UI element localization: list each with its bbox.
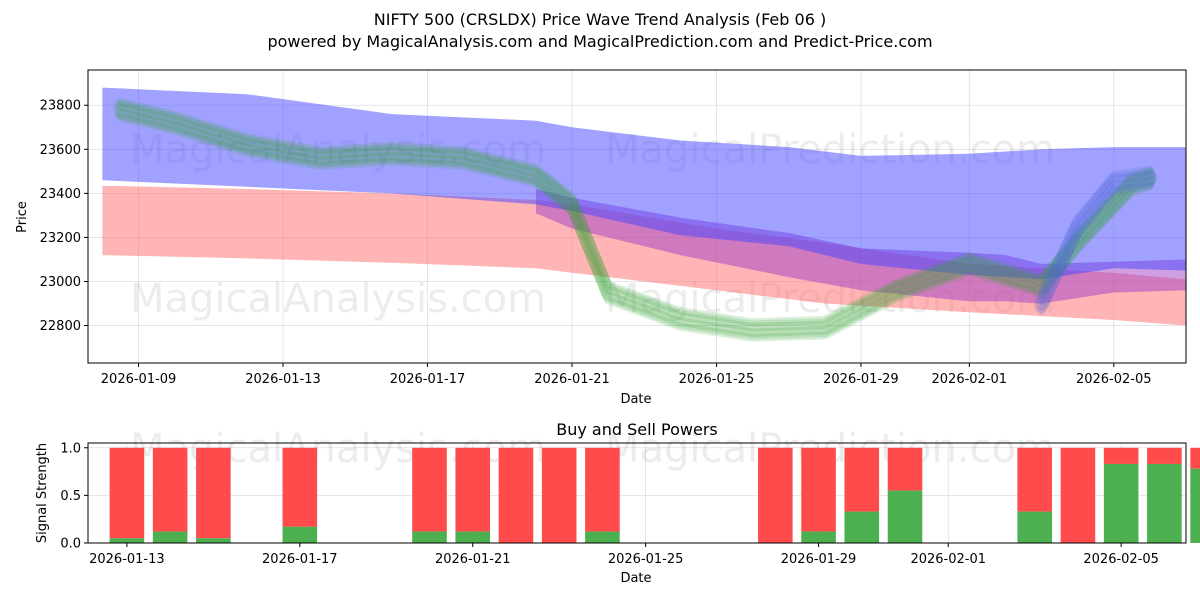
sell-bar	[1017, 447, 1052, 512]
buy-bar	[1147, 463, 1182, 543]
blue-wave-layer	[1034, 170, 1157, 311]
sell-bar	[109, 447, 145, 539]
buy-bar	[152, 531, 188, 543]
blue-wave-layer	[1037, 181, 1154, 316]
green-wave-layer	[116, 97, 1154, 327]
sell-bar	[282, 447, 318, 527]
signal-y-axis-label: Signal Strength	[35, 443, 50, 543]
sell-bar	[1147, 447, 1182, 464]
signal-bars	[109, 447, 1200, 543]
sell-bar	[585, 447, 620, 532]
signal-chart: Buy and Sell Powers MagicalAnalysis.com …	[35, 420, 1200, 586]
buy-bar	[1190, 468, 1200, 543]
signal-x-tick-label: 2026-01-21	[435, 552, 511, 567]
chart-subtitle: powered by MagicalAnalysis.com and Magic…	[267, 32, 932, 51]
blue-wave-layer	[1036, 168, 1156, 306]
price-x-axis-label: Date	[620, 392, 651, 407]
watermark-analysis-middle: MagicalAnalysis.com	[130, 276, 546, 322]
signal-x-axis-label: Date	[620, 571, 651, 586]
sell-bar	[541, 447, 577, 543]
blue-band	[102, 87, 1186, 280]
price-x-tick-label: 2026-01-17	[390, 372, 466, 387]
signal-y-tick-label: 0.5	[60, 489, 81, 504]
sell-bar	[196, 447, 231, 539]
buy-bar	[1103, 463, 1139, 543]
signal-x-axis: 2026-01-13 2026-01-17 2026-01-21 2026-01-25…	[89, 543, 1159, 567]
price-x-tick-label: 2026-02-01	[932, 372, 1008, 387]
sell-bar	[844, 447, 880, 512]
green-wave-layer	[115, 100, 1156, 332]
buy-bar	[844, 511, 880, 543]
signal-x-tick-label: 2026-01-25	[608, 552, 684, 567]
price-x-tick-label: 2026-01-21	[534, 372, 610, 387]
signal-y-tick-label: 0.0	[60, 537, 81, 552]
price-y-tick-label: 23600	[40, 143, 81, 158]
sell-bar	[498, 447, 534, 543]
price-y-tick-label: 23200	[40, 231, 81, 246]
sell-bar	[455, 447, 491, 532]
blue-wave-layer	[1036, 176, 1156, 313]
buy-bar	[1017, 511, 1052, 543]
buy-bar	[801, 531, 836, 543]
price-series	[102, 87, 1186, 342]
sell-bar	[412, 447, 447, 532]
price-y-tick-label: 23400	[40, 187, 81, 202]
signal-x-tick-label: 2026-02-01	[910, 552, 986, 567]
price-y-axis: 22800 23000 23200 23400 23600 23800	[40, 99, 88, 334]
price-y-tick-label: 22800	[40, 319, 81, 334]
buy-bar	[585, 531, 620, 543]
price-x-tick-label: 2026-01-29	[823, 372, 899, 387]
green-wave-layer	[116, 113, 1154, 342]
signal-x-tick-label: 2026-01-17	[262, 552, 338, 567]
buy-bar	[196, 538, 231, 543]
price-y-tick-label: 23800	[40, 99, 81, 114]
sell-bar	[758, 447, 793, 543]
price-x-axis: 2026-01-09 2026-01-13 2026-01-17 2026-01-21…	[101, 363, 1152, 387]
price-x-tick-label: 2026-01-13	[245, 372, 321, 387]
signal-chart-title: Buy and Sell Powers	[556, 420, 718, 439]
green-wave-layer	[115, 108, 1156, 340]
price-x-tick-label: 2026-01-25	[679, 372, 755, 387]
chart-title: NIFTY 500 (CRSLDX) Price Wave Trend Anal…	[374, 10, 826, 29]
signal-x-tick-label: 2026-02-05	[1083, 552, 1159, 567]
price-x-tick-label: 2026-02-05	[1076, 372, 1152, 387]
sell-bar	[1190, 447, 1200, 469]
price-x-tick-label: 2026-01-09	[101, 372, 177, 387]
buy-bar	[109, 538, 145, 543]
buy-bar	[412, 531, 447, 543]
sell-bar	[887, 447, 923, 491]
signal-plot-area	[88, 443, 1186, 543]
sell-bar	[1060, 447, 1096, 543]
green-wave-layer	[113, 102, 1157, 337]
buy-bar	[455, 531, 491, 543]
signal-y-axis: 0.0 0.5 1.0	[60, 441, 88, 552]
buy-bar	[282, 526, 318, 543]
price-chart: MagicalAnalysis.com MagicalPrediction.co…	[15, 69, 1187, 407]
sell-bar	[152, 447, 188, 532]
buy-bar	[887, 490, 923, 543]
signal-x-tick-label: 2026-01-29	[781, 552, 857, 567]
sell-bar	[801, 447, 836, 532]
signal-y-tick-label: 1.0	[60, 441, 81, 456]
price-y-tick-label: 23000	[40, 275, 81, 290]
signal-x-tick-label: 2026-01-13	[89, 552, 165, 567]
price-plot-frame	[87, 69, 1187, 364]
signal-plot-frame	[87, 442, 1187, 544]
sell-bar	[1103, 447, 1139, 464]
price-y-axis-label: Price	[15, 201, 30, 233]
blue-wave-layer	[1037, 166, 1154, 300]
